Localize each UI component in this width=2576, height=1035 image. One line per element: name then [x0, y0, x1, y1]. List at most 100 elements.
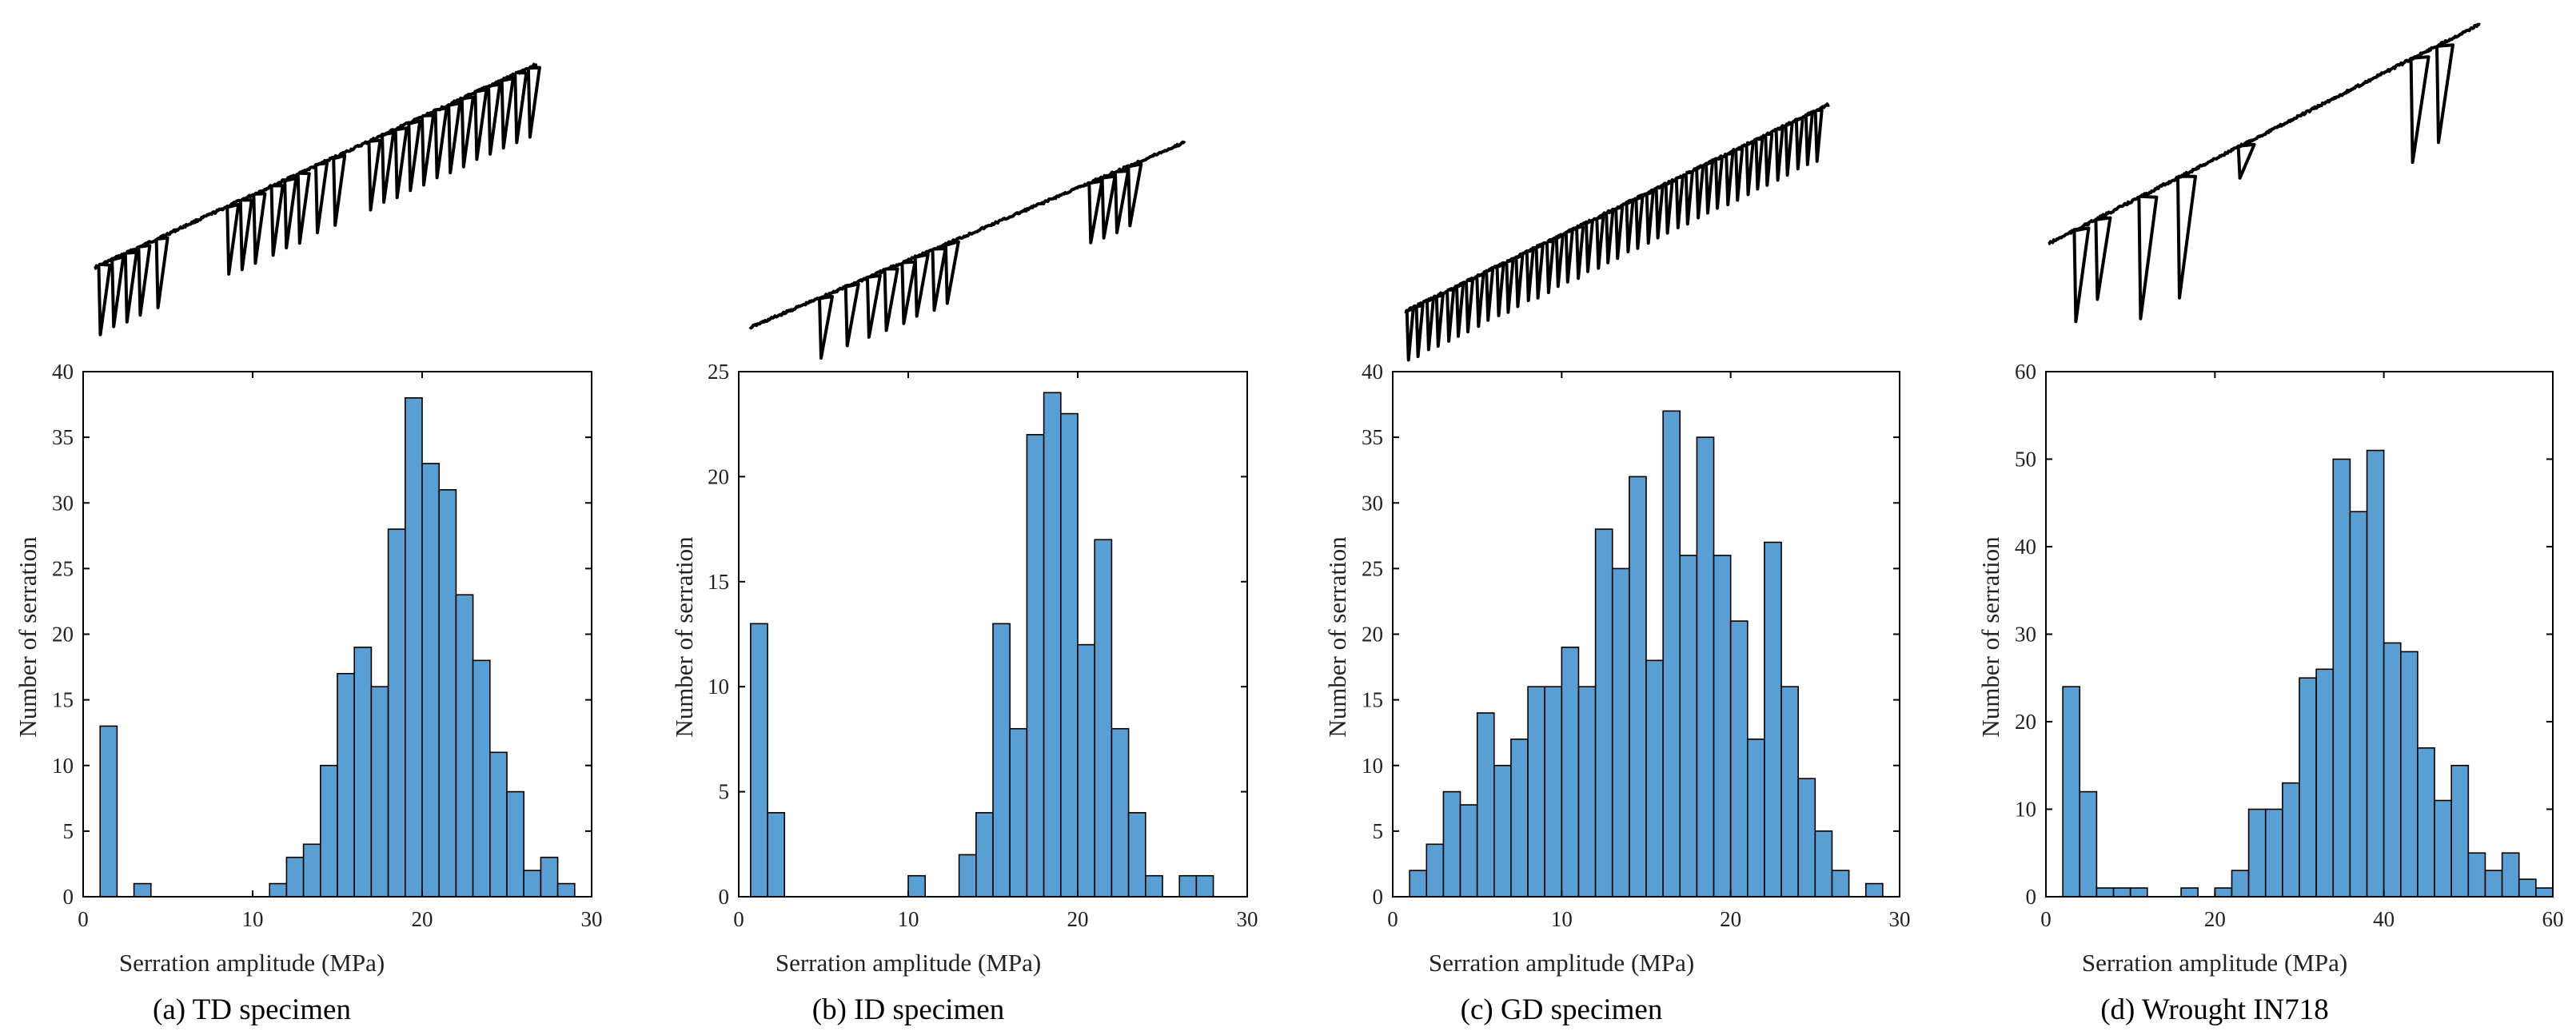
histogram-bar — [1864, 882, 1884, 898]
histogram-bar — [1544, 686, 1563, 898]
x-axis-label-c: Serration amplitude (MPa) — [1429, 949, 1694, 977]
histogram-bar — [767, 812, 786, 898]
y-axis-label-a: Number of serration — [14, 536, 42, 738]
y-tick-label: 20 — [52, 623, 74, 647]
histogram-bar — [1094, 539, 1113, 898]
histogram-bar — [302, 843, 321, 898]
histogram-bar — [2180, 887, 2199, 898]
histogram-bar — [2112, 887, 2131, 898]
caption-b: (b) ID specimen — [812, 993, 1004, 1026]
x-tick-label: 0 — [2040, 907, 2052, 931]
histogram-bar — [540, 856, 559, 898]
y-tick-label: 15 — [52, 688, 74, 712]
histogram-bar — [506, 790, 525, 898]
y-tick-label: 60 — [2015, 360, 2036, 384]
y-tick-label: 40 — [52, 360, 74, 384]
y-tick-label: 25 — [52, 556, 74, 580]
y-tick-label: 35 — [52, 425, 74, 449]
x-tick-label: 30 — [581, 907, 603, 931]
y-tick-label: 10 — [2015, 798, 2036, 822]
y-tick-label: 35 — [1362, 425, 1383, 449]
histogram-bar — [1611, 567, 1630, 898]
x-tick-label: 40 — [2373, 907, 2395, 931]
histogram-bar — [1145, 874, 1163, 898]
histogram-bar — [1594, 528, 1613, 898]
histogram-bar — [992, 623, 1011, 898]
histogram-bar — [1679, 555, 1698, 898]
histogram-bar — [1077, 643, 1096, 898]
y-tick-label: 5 — [63, 819, 74, 843]
histogram-bar — [353, 647, 373, 898]
histogram-bar — [2247, 808, 2267, 898]
histogram-bar — [99, 725, 118, 898]
x-axis-label-b: Serration amplitude (MPa) — [776, 949, 1041, 977]
histogram-bar — [2332, 458, 2351, 898]
histogram-bar — [438, 489, 457, 898]
histogram-bar — [1729, 620, 1749, 898]
x-tick-label: 20 — [412, 907, 433, 931]
histogram-bar — [1696, 436, 1715, 898]
y-tick-label: 40 — [2015, 535, 2036, 559]
serration-trace-line — [94, 62, 541, 336]
caption-c: (c) GD specimen — [1461, 993, 1663, 1026]
histogram-bar — [2079, 790, 2098, 898]
caption-d: (d) Wrought IN718 — [2100, 993, 2329, 1026]
histogram-bar — [1442, 790, 1461, 898]
histogram-bar — [1629, 476, 1647, 898]
y-tick-label: 0 — [2026, 885, 2037, 909]
histogram-bar — [2299, 677, 2317, 898]
y-tick-label: 10 — [1362, 754, 1383, 778]
histogram-panel-d: 0 20 40 60 0 10 20 30 40 50 60 — [2015, 360, 2564, 931]
y-tick-label: 50 — [2015, 448, 2036, 472]
histogram-bar — [1426, 843, 1445, 898]
histogram-bar — [269, 882, 288, 898]
y-tick-label: 30 — [52, 491, 74, 515]
histogram-bar — [1662, 410, 1681, 898]
stress-strain-trace-a — [94, 62, 541, 336]
y-tick-label: 20 — [2015, 710, 2036, 734]
histogram-panel-b: 0 10 20 30 0 5 10 15 20 25 — [708, 360, 1258, 931]
histogram-bar — [1645, 659, 1664, 898]
histogram-bar — [1831, 870, 1850, 898]
x-tick-label: 20 — [1067, 907, 1089, 931]
histogram-bar — [1195, 874, 1214, 898]
histogram-bar — [2434, 799, 2453, 898]
y-tick-label: 5 — [719, 780, 730, 804]
y-tick-label: 30 — [1362, 491, 1383, 515]
x-axis-label-a: Serration amplitude (MPa) — [119, 949, 385, 977]
histogram-bar — [1527, 686, 1545, 898]
histogram-bar — [1409, 870, 1428, 898]
y-tick-label: 0 — [63, 885, 74, 909]
x-tick-label: 0 — [1387, 907, 1398, 931]
histogram-bar — [488, 751, 508, 898]
histogram-bar — [2501, 852, 2520, 898]
x-tick-label: 0 — [733, 907, 744, 931]
x-tick-label: 30 — [1889, 907, 1911, 931]
histogram-bar — [1043, 392, 1062, 898]
histogram-bar — [1060, 412, 1079, 898]
y-tick-label: 0 — [1373, 885, 1384, 909]
caption-a: (a) TD specimen — [153, 993, 351, 1026]
histogram-bar — [1178, 874, 1198, 898]
histogram-bar — [387, 528, 406, 898]
histogram-bar — [2467, 852, 2486, 898]
y-axis-label-b: Number of serration — [670, 536, 698, 738]
histogram-bar — [2417, 747, 2435, 898]
histogram-bar — [1009, 727, 1028, 898]
stress-strain-trace-d — [2048, 22, 2481, 324]
y-axis-label-c: Number of serration — [1323, 536, 1351, 738]
x-tick-label: 0 — [78, 907, 89, 931]
y-tick-label: 30 — [2015, 623, 2036, 647]
y-tick-label: 15 — [1362, 688, 1383, 712]
histogram-bar — [2282, 782, 2300, 898]
histogram-bar — [1111, 727, 1130, 898]
histogram-bar — [2518, 878, 2537, 898]
histogram-bar — [337, 672, 356, 898]
plot-frame — [738, 371, 1248, 898]
histogram-bar — [472, 659, 491, 898]
histogram-bar — [319, 764, 338, 898]
histogram-bar — [1814, 830, 1833, 898]
histogram-bar — [975, 812, 994, 898]
histogram-bar — [1026, 434, 1045, 898]
histogram-bar — [2349, 511, 2368, 898]
